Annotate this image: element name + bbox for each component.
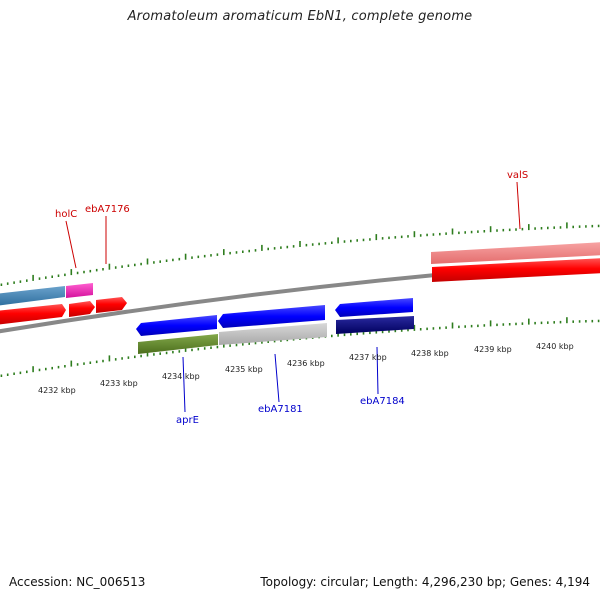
aprE-leader (182, 356, 186, 413)
valS-leader (516, 181, 521, 230)
gene-gray[interactable] (219, 323, 327, 345)
axis-label-4233: 4233 kbp (100, 379, 138, 388)
gene-label-holC[interactable]: holC (55, 209, 77, 220)
holC-leader (65, 220, 77, 269)
gene-blue-1[interactable] (136, 315, 217, 336)
axis-label-4240: 4240 kbp (536, 342, 574, 351)
gene-ebA7184[interactable] (335, 298, 413, 317)
gene-label-ebA7176[interactable]: ebA7176 (85, 204, 130, 215)
ebA7184-leader (376, 346, 379, 395)
gene-label-valS[interactable]: valS (507, 170, 528, 181)
gene-label-aprE[interactable]: aprE (176, 415, 199, 426)
gene-holC[interactable] (66, 283, 93, 298)
gene-red-2[interactable] (69, 301, 95, 317)
gene-valS-upper[interactable] (431, 242, 600, 264)
axis-label-4237: 4237 kbp (349, 353, 387, 362)
axis-label-4238: 4238 kbp (411, 349, 449, 358)
gene-navy[interactable] (336, 316, 414, 334)
ebA7181-leader (274, 353, 280, 403)
gene-valS[interactable] (432, 258, 600, 282)
axis-label-4234: 4234 kbp (162, 372, 200, 381)
gene-label-ebA7184[interactable]: ebA7184 (360, 396, 405, 407)
gene-red-1[interactable] (0, 304, 66, 325)
gene-label-ebA7181[interactable]: ebA7181 (258, 404, 303, 415)
accession-text: Accession: NC_006513 (9, 575, 146, 589)
axis-label-4239: 4239 kbp (474, 345, 512, 354)
axis-label-4236: 4236 kbp (287, 359, 325, 368)
gene-ebA7176[interactable] (96, 297, 127, 313)
gene-steel-blue[interactable] (0, 286, 65, 306)
gene-aprE[interactable] (138, 334, 218, 354)
outer-tick-track (0, 222, 600, 286)
axis-label-4235: 4235 kbp (225, 365, 263, 374)
map-title: Aromatoleum aromaticum EbN1, complete ge… (127, 9, 473, 24)
topology-text: Topology: circular; Length: 4,296,230 bp… (260, 575, 590, 589)
gene-ebA7181[interactable] (218, 305, 325, 328)
axis-label-4232: 4232 kbp (38, 386, 76, 395)
